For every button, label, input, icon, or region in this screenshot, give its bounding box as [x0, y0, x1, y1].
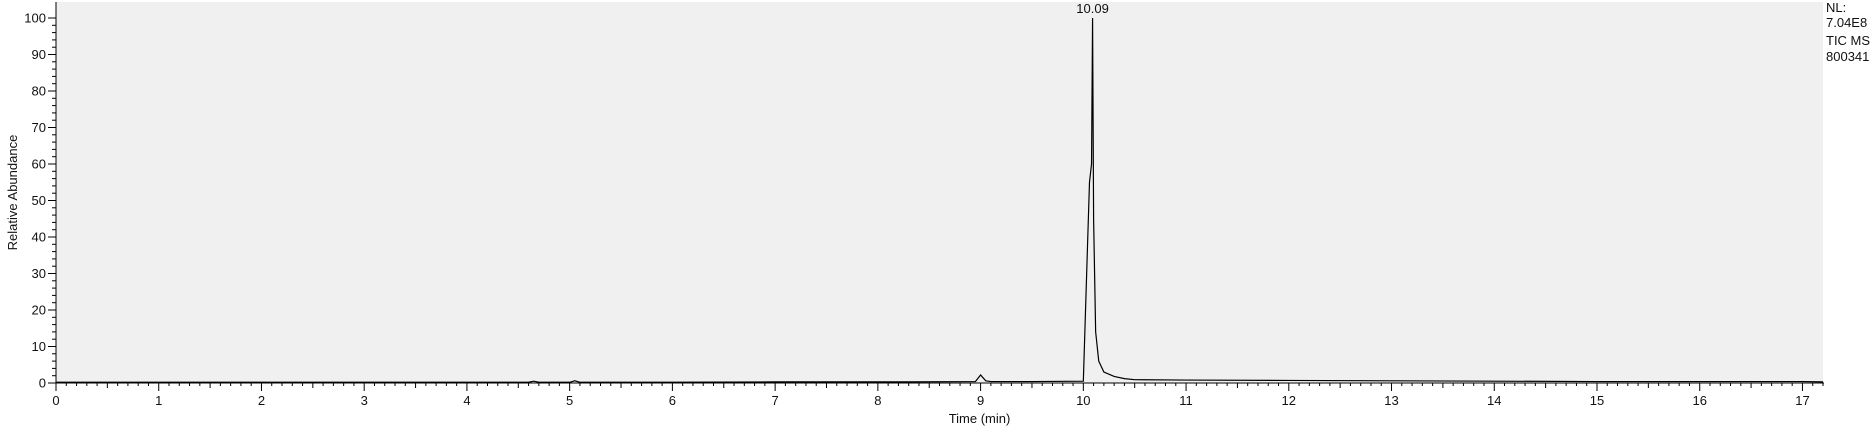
- y-tick-label: 80: [32, 84, 46, 99]
- nl-label: NL:: [1826, 0, 1847, 15]
- y-tick-label: 40: [32, 230, 46, 245]
- y-tick-label: 10: [32, 339, 46, 354]
- x-tick-label: 1: [155, 393, 162, 408]
- y-tick-label: 50: [32, 193, 46, 208]
- x-tick-labels: 0 1 2 3 4 5 6 7 8 9 10 11 12 13 14 15 16 17: [52, 393, 1809, 408]
- nl-value: 7.04E8: [1826, 15, 1868, 30]
- x-tick-label: 4: [463, 393, 470, 408]
- x-tick-label: 10: [1076, 393, 1090, 408]
- y-tick-label: 90: [32, 47, 46, 62]
- x-tick-label: 8: [874, 393, 881, 408]
- x-tick-label: 16: [1692, 393, 1706, 408]
- y-tick-labels: 0 10 20 30 40 50 60 70 80 90 100: [24, 11, 46, 391]
- major-ticks: [48, 17, 1803, 391]
- x-tick-label: 0: [52, 393, 59, 408]
- y-tick-label: 100: [24, 11, 46, 26]
- tic-trace: [56, 17, 1824, 383]
- x-tick-label: 3: [361, 393, 368, 408]
- y-tick-label: 70: [32, 120, 46, 135]
- x-tick-label: 2: [258, 393, 265, 408]
- plot-background: [56, 2, 1823, 383]
- peak-label: 10.09: [1076, 1, 1109, 16]
- x-tick-label: 13: [1384, 393, 1398, 408]
- x-tick-label: 15: [1590, 393, 1604, 408]
- y-tick-label: 30: [32, 266, 46, 281]
- x-tick-label: 6: [669, 393, 676, 408]
- scan-filter: TIC MS: [1826, 33, 1871, 48]
- x-tick-label: 5: [566, 393, 573, 408]
- x-tick-label: 17: [1795, 393, 1809, 408]
- sample-id: 800341: [1826, 49, 1870, 64]
- peak-annotations: 10.09: [1076, 1, 1109, 16]
- x-tick-label: 7: [772, 393, 779, 408]
- x-axis-title: Time (min): [949, 411, 1011, 426]
- x-tick-label: 11: [1179, 393, 1193, 408]
- y-tick-label: 20: [32, 303, 46, 318]
- x-tick-label: 14: [1487, 393, 1501, 408]
- y-tick-label: 60: [32, 157, 46, 172]
- y-tick-label: 0: [39, 376, 46, 391]
- x-tick-label: 9: [977, 393, 984, 408]
- y-axis-title: Relative Abundance: [5, 135, 20, 251]
- x-tick-label: 12: [1282, 393, 1296, 408]
